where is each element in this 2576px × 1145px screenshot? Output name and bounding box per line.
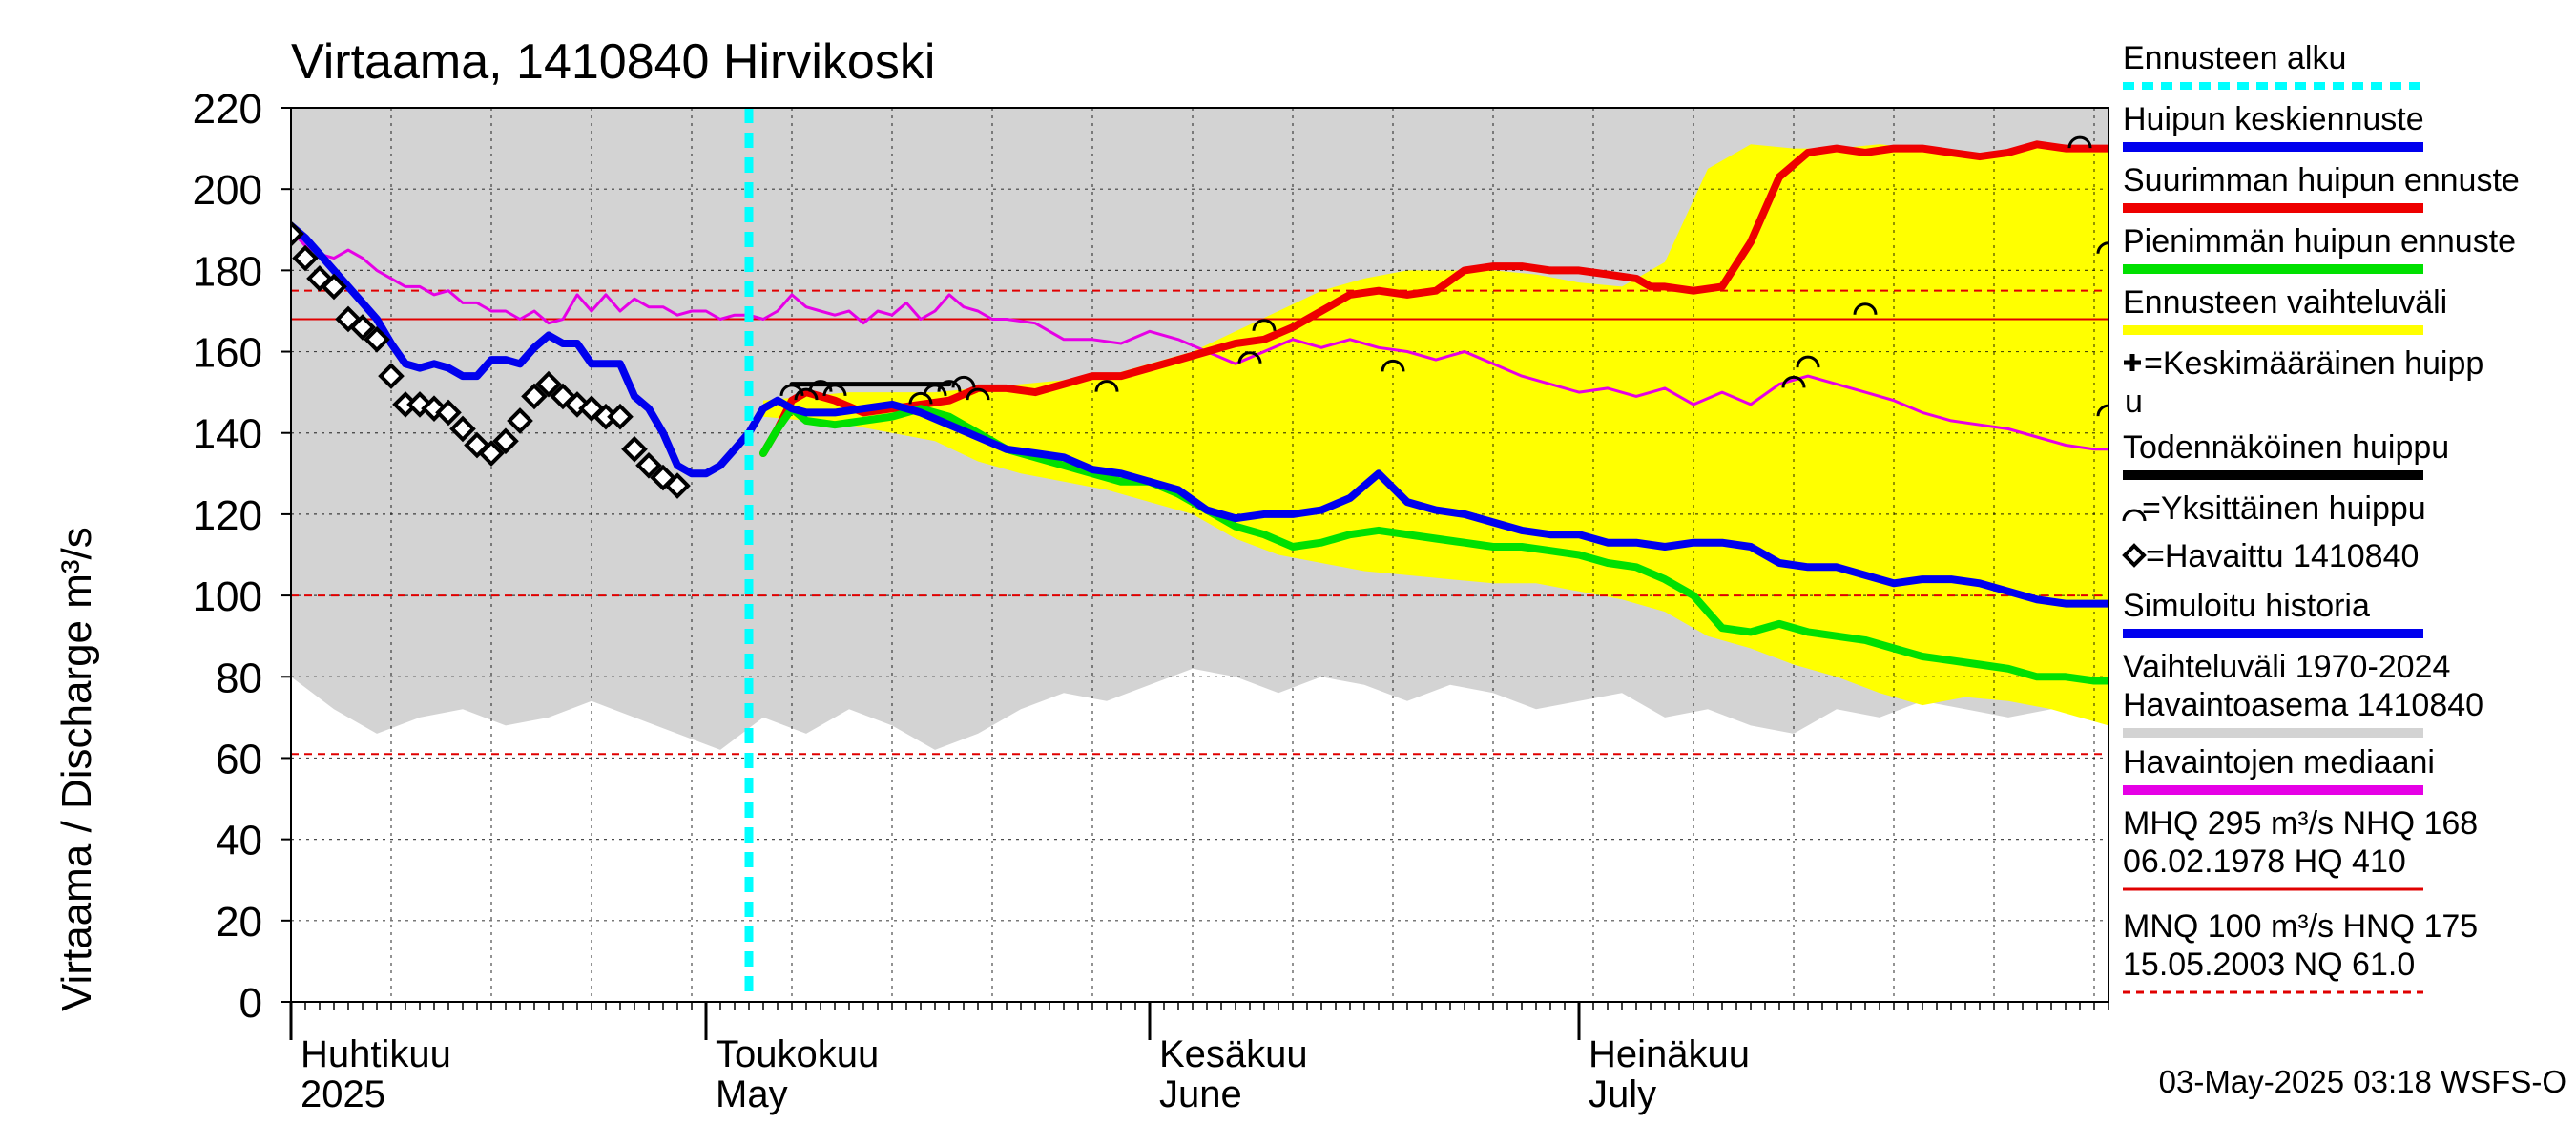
legend-item-12-label-2: 06.02.1978 HQ 410 bbox=[2123, 843, 2406, 880]
y-tick-label: 180 bbox=[193, 248, 262, 295]
observed-point bbox=[464, 431, 490, 459]
single-peak-marker bbox=[951, 375, 976, 388]
y-tick-label: 120 bbox=[193, 492, 262, 539]
single-peak-marker bbox=[1094, 380, 1119, 392]
plot-content bbox=[291, 108, 2109, 1002]
y-tick-label: 60 bbox=[216, 736, 262, 782]
legend-item-12-label: MHQ 295 m³/s NHQ 168 bbox=[2123, 805, 2478, 842]
observed-point bbox=[364, 325, 390, 353]
observed-point bbox=[578, 395, 605, 423]
x-month-label-fi: Toukokuu bbox=[716, 1033, 879, 1075]
legend-item-1-label: Huipun keskiennuste bbox=[2123, 101, 2424, 137]
series-line-0 bbox=[291, 228, 2109, 451]
observed-point bbox=[406, 391, 433, 418]
observed-point bbox=[635, 451, 662, 479]
legend-item-2-label: Suurimman huipun ennuste bbox=[2123, 162, 2520, 198]
series-line-1 bbox=[759, 140, 2109, 457]
x-month-label-fi: Huhtikuu bbox=[301, 1033, 451, 1075]
observed-point bbox=[378, 363, 405, 389]
legend-item-7-label: =Yksittäinen huippu bbox=[2142, 490, 2426, 527]
observed-point bbox=[335, 305, 362, 333]
y-tick-label: 140 bbox=[193, 411, 262, 458]
y-tick-label: 160 bbox=[193, 330, 262, 377]
single-peak-marker bbox=[1853, 302, 1878, 315]
series-line-2 bbox=[759, 405, 2109, 685]
observed-point bbox=[349, 314, 376, 341]
observed-point bbox=[306, 265, 333, 292]
legend-item-4-label: Ennusteen vaihteluväli bbox=[2123, 284, 2447, 321]
legend-item-3-label: Pienimmän huipun ennuste bbox=[2123, 223, 2516, 260]
observed-point bbox=[621, 435, 648, 463]
legend-item-0-label: Ennusteen alku bbox=[2123, 40, 2346, 76]
y-tick-label: 220 bbox=[193, 86, 262, 133]
observed-point bbox=[478, 440, 505, 467]
timestamp-footer: 03-May-2025 03:18 WSFS-O bbox=[2159, 1064, 2566, 1099]
observed-point bbox=[521, 383, 548, 410]
single-peak-marker bbox=[908, 391, 933, 405]
x-month-label-fi: Heinäkuu bbox=[1589, 1033, 1750, 1075]
legend-item-5-label: =Keskimääräinen huipp bbox=[2144, 345, 2483, 382]
x-month-label-en: 2025 bbox=[301, 1073, 385, 1115]
y-tick-label: 100 bbox=[193, 573, 262, 620]
x-month-label-en: June bbox=[1159, 1073, 1242, 1115]
axes: 0 20 40 60 80 100 120 140 160 180 200 220 Huhtikuu20… bbox=[193, 86, 2109, 1115]
single-peak-marker bbox=[2096, 404, 2109, 417]
single-peak-marker bbox=[1796, 355, 1820, 368]
observed-point bbox=[292, 244, 319, 272]
single-peak-marker bbox=[2067, 135, 2092, 149]
observed-point bbox=[291, 220, 304, 247]
legend-item-10-label: Vaihteluväli 1970-2024 bbox=[2123, 649, 2450, 685]
legend-item-10-label-2: Havaintoasema 1410840 bbox=[2123, 687, 2483, 723]
single-peak-marker bbox=[966, 387, 990, 401]
y-axis-label: Virtaama / Discharge m³/s bbox=[53, 527, 100, 1011]
legend-item-5-label-2: u bbox=[2125, 384, 2143, 420]
series-line-3 bbox=[291, 221, 2109, 608]
chart-title: Virtaama, 1410840 Hirvikoski bbox=[291, 34, 935, 90]
observed-point bbox=[507, 407, 533, 434]
single-peak-marker bbox=[794, 387, 819, 401]
observed-point bbox=[435, 399, 462, 427]
x-month-label-en: May bbox=[716, 1073, 788, 1115]
observed-point bbox=[449, 415, 476, 443]
legend-item-6-label: Todennäköinen huippu bbox=[2123, 429, 2449, 466]
single-peak-marker bbox=[923, 384, 947, 397]
legend-item-8-label: =Havaittu 1410840 bbox=[2146, 538, 2419, 574]
forecast-range-band bbox=[763, 144, 2109, 726]
y-tick-label: 0 bbox=[239, 980, 262, 1027]
observed-point bbox=[607, 403, 634, 430]
observed-point bbox=[421, 395, 447, 423]
legend-item-13-label: MNQ 100 m³/s HNQ 175 bbox=[2123, 908, 2478, 945]
observed-point bbox=[321, 273, 347, 301]
single-peak-marker bbox=[1381, 359, 1405, 372]
single-peak-marker bbox=[937, 380, 962, 392]
legend: Ennusteen alku Huipun keskiennuste Suurimm… bbox=[2122, 40, 2520, 994]
single-peak-marker bbox=[1237, 351, 1262, 364]
legend-item-5-marker bbox=[2124, 354, 2141, 371]
plot-frame bbox=[290, 107, 2109, 1003]
legend-item-7-marker bbox=[2122, 509, 2147, 522]
legend-item-13-label-2: 15.05.2003 NQ 61.0 bbox=[2123, 947, 2415, 983]
single-peak-marker bbox=[779, 384, 804, 397]
observed-point bbox=[492, 427, 519, 455]
y-tick-label: 40 bbox=[216, 818, 262, 864]
legend-item-9-label: Simuloitu historia bbox=[2123, 588, 2370, 624]
x-month-label-fi: Kesäkuu bbox=[1159, 1033, 1308, 1075]
y-tick-label: 80 bbox=[216, 655, 262, 701]
observed-point bbox=[564, 391, 591, 418]
single-peak-marker bbox=[808, 380, 833, 392]
plot-area bbox=[291, 108, 2109, 1002]
single-peak-marker bbox=[1252, 319, 1277, 331]
single-peak-marker bbox=[822, 384, 847, 397]
legend-item-8-marker bbox=[2122, 543, 2147, 568]
single-peak-marker bbox=[2096, 241, 2109, 254]
x-month-label-en: July bbox=[1589, 1073, 1656, 1115]
single-peak-marker bbox=[1781, 375, 1806, 388]
observed-point bbox=[664, 472, 691, 499]
legend-item-11-label: Havaintojen mediaani bbox=[2123, 744, 2435, 781]
y-tick-label: 200 bbox=[193, 167, 262, 214]
y-tick-label: 20 bbox=[216, 899, 262, 946]
observed-point bbox=[535, 370, 562, 398]
